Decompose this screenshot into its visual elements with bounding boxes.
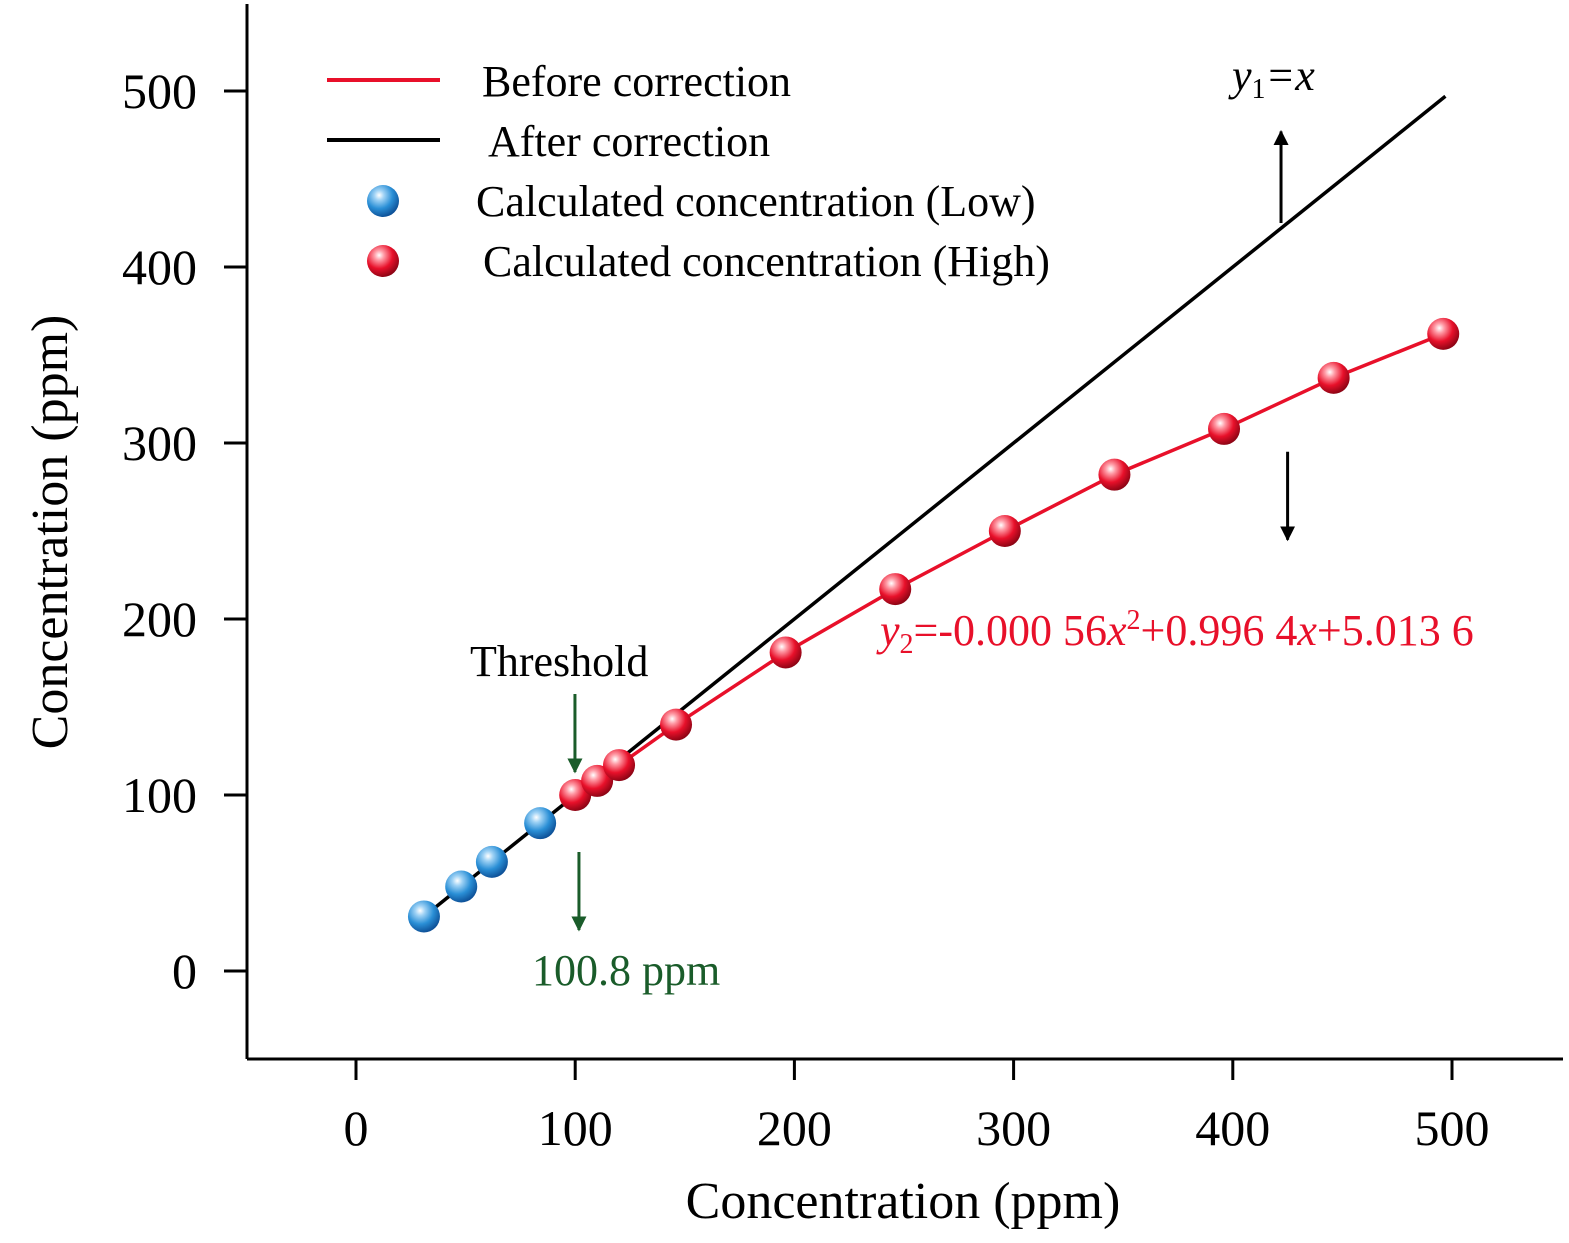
high-concentration-point (1317, 361, 1350, 394)
y-tick-label: 100 (122, 767, 197, 823)
y-tick-label: 0 (172, 943, 197, 999)
legend-low-label: Calculated concentration (Low) (476, 177, 1036, 226)
low-concentration-point (407, 900, 440, 933)
legend-before-label: Before correction (482, 57, 791, 106)
y-ticks: 0 100 200 300 400 500 (122, 63, 247, 999)
series-layer (407, 94, 1460, 933)
y-tick-label: 500 (122, 63, 197, 119)
annotations: y1=x y2=-0.000 56x2+0.996 4x+5.013 6 Thr… (470, 51, 1474, 995)
y-tick-label: 300 (122, 415, 197, 471)
legend: Before correction After correction Calcu… (327, 57, 1050, 286)
high-concentration-point (1208, 412, 1241, 445)
low-concentration-point (445, 870, 478, 903)
x-tick-label: 100 (538, 1100, 613, 1156)
high-concentration-point (1098, 458, 1131, 491)
legend-high-marker (367, 245, 399, 277)
high-concentration-point (988, 515, 1021, 547)
x-tick-label: 300 (976, 1100, 1051, 1156)
x-tick-label: 500 (1415, 1100, 1490, 1156)
axes (245, 4, 1563, 1061)
low-concentration-point (524, 807, 557, 840)
high-concentration-point (660, 708, 693, 741)
high-concentration-point (769, 636, 802, 669)
x-ticks: 0 100 200 300 400 500 (344, 1059, 1490, 1156)
legend-low-marker (367, 185, 399, 217)
low-concentration-point (475, 845, 508, 878)
y-axis-title: Concentration (ppm) (22, 315, 79, 750)
y-tick-label: 200 (122, 591, 197, 647)
high-concentration-point (1427, 317, 1460, 350)
y1-equation: y1=x (1228, 51, 1315, 105)
x-axis-title: Concentration (ppm) (686, 1173, 1121, 1230)
x-tick-label: 0 (344, 1100, 369, 1156)
threshold-value-label: 100.8 ppm (532, 946, 720, 995)
y-tick-label: 400 (122, 239, 197, 295)
before-correction-line (574, 332, 1444, 797)
legend-high-label: Calculated concentration (High) (483, 237, 1050, 286)
y2-equation: y2=-0.000 56x2+0.996 4x+5.013 6 (876, 605, 1474, 660)
x-tick-label: 200 (757, 1100, 832, 1156)
high-concentration-point (603, 749, 636, 782)
threshold-label: Threshold (470, 637, 648, 686)
x-tick-label: 400 (1195, 1100, 1270, 1156)
high-concentration-point (879, 573, 912, 606)
legend-after-label: After correction (488, 117, 770, 166)
